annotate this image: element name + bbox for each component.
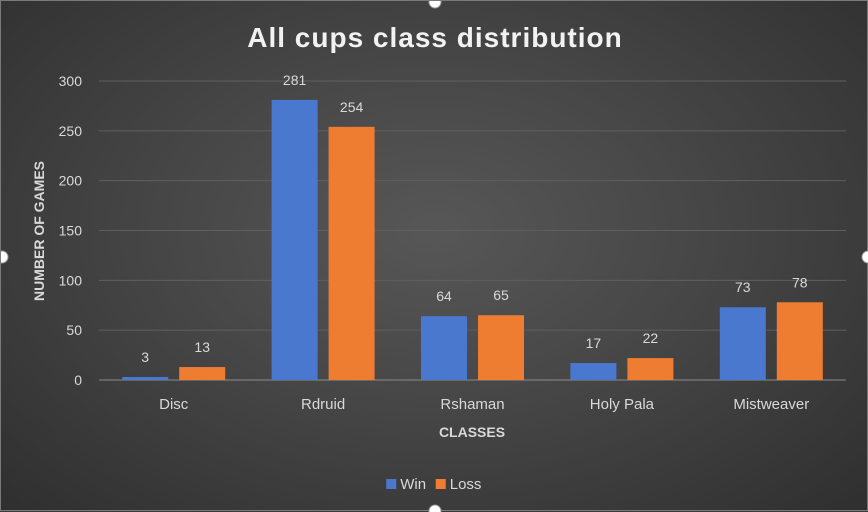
legend-label-win: Win <box>400 476 426 493</box>
legend-label-loss: Loss <box>450 476 482 493</box>
category-label: Rdruid <box>301 396 345 413</box>
data-label: 281 <box>283 72 307 88</box>
data-label: 254 <box>340 99 364 115</box>
legend: Win Loss <box>386 476 481 493</box>
y-tick-label: 50 <box>66 322 82 338</box>
y-axis-title: NUMBER OF GAMES <box>31 161 47 301</box>
data-label: 65 <box>493 287 509 303</box>
y-tick-label: 200 <box>59 173 83 189</box>
category-label: Disc <box>159 396 189 413</box>
bar-loss-holy-pala[interactable] <box>627 358 674 380</box>
y-tick-label: 0 <box>74 372 82 388</box>
bar-loss-mistweaver[interactable] <box>776 302 823 380</box>
data-labels: 3 13 281 254 64 65 17 22 73 78 <box>141 72 807 365</box>
data-label: 17 <box>586 335 602 351</box>
legend-swatch-loss <box>435 479 446 489</box>
x-axis-categories: Disc Rdruid Rshaman Holy Pala Mistweaver <box>159 396 809 413</box>
bar-loss-rdruid[interactable] <box>328 126 375 380</box>
bar-win-rshaman[interactable] <box>421 316 467 380</box>
data-label: 13 <box>194 339 210 355</box>
x-axis-title: CLASSES <box>439 424 505 440</box>
data-label: 22 <box>643 330 659 346</box>
data-label: 78 <box>792 274 808 290</box>
resize-handle-top[interactable] <box>428 1 442 9</box>
y-tick-label: 150 <box>59 223 83 239</box>
bar-win-holy-pala[interactable] <box>570 363 617 380</box>
category-label: Mistweaver <box>733 396 809 413</box>
bar-win-disc[interactable] <box>122 377 169 380</box>
resize-handle-left[interactable] <box>1 250 9 264</box>
resize-handle-right[interactable] <box>861 250 868 264</box>
category-label: Rshaman <box>440 396 504 413</box>
bar-win-rdruid[interactable] <box>271 99 318 380</box>
y-tick-label: 250 <box>59 123 83 139</box>
bars <box>122 99 823 380</box>
bar-loss-rshaman[interactable] <box>478 315 524 380</box>
data-label: 64 <box>436 288 452 304</box>
y-tick-label: 100 <box>59 272 83 288</box>
legend-swatch-win <box>386 479 397 489</box>
data-label: 73 <box>735 279 751 295</box>
y-tick-label: 300 <box>59 73 83 89</box>
bar-loss-disc[interactable] <box>179 367 226 380</box>
bar-win-mistweaver[interactable] <box>719 307 766 380</box>
data-label: 3 <box>141 349 149 365</box>
category-label: Holy Pala <box>590 396 655 413</box>
y-axis-ticks: 0 50 100 150 200 250 300 <box>59 73 83 388</box>
chart-title: All cups class distribution <box>247 22 623 53</box>
gridlines <box>99 80 846 381</box>
